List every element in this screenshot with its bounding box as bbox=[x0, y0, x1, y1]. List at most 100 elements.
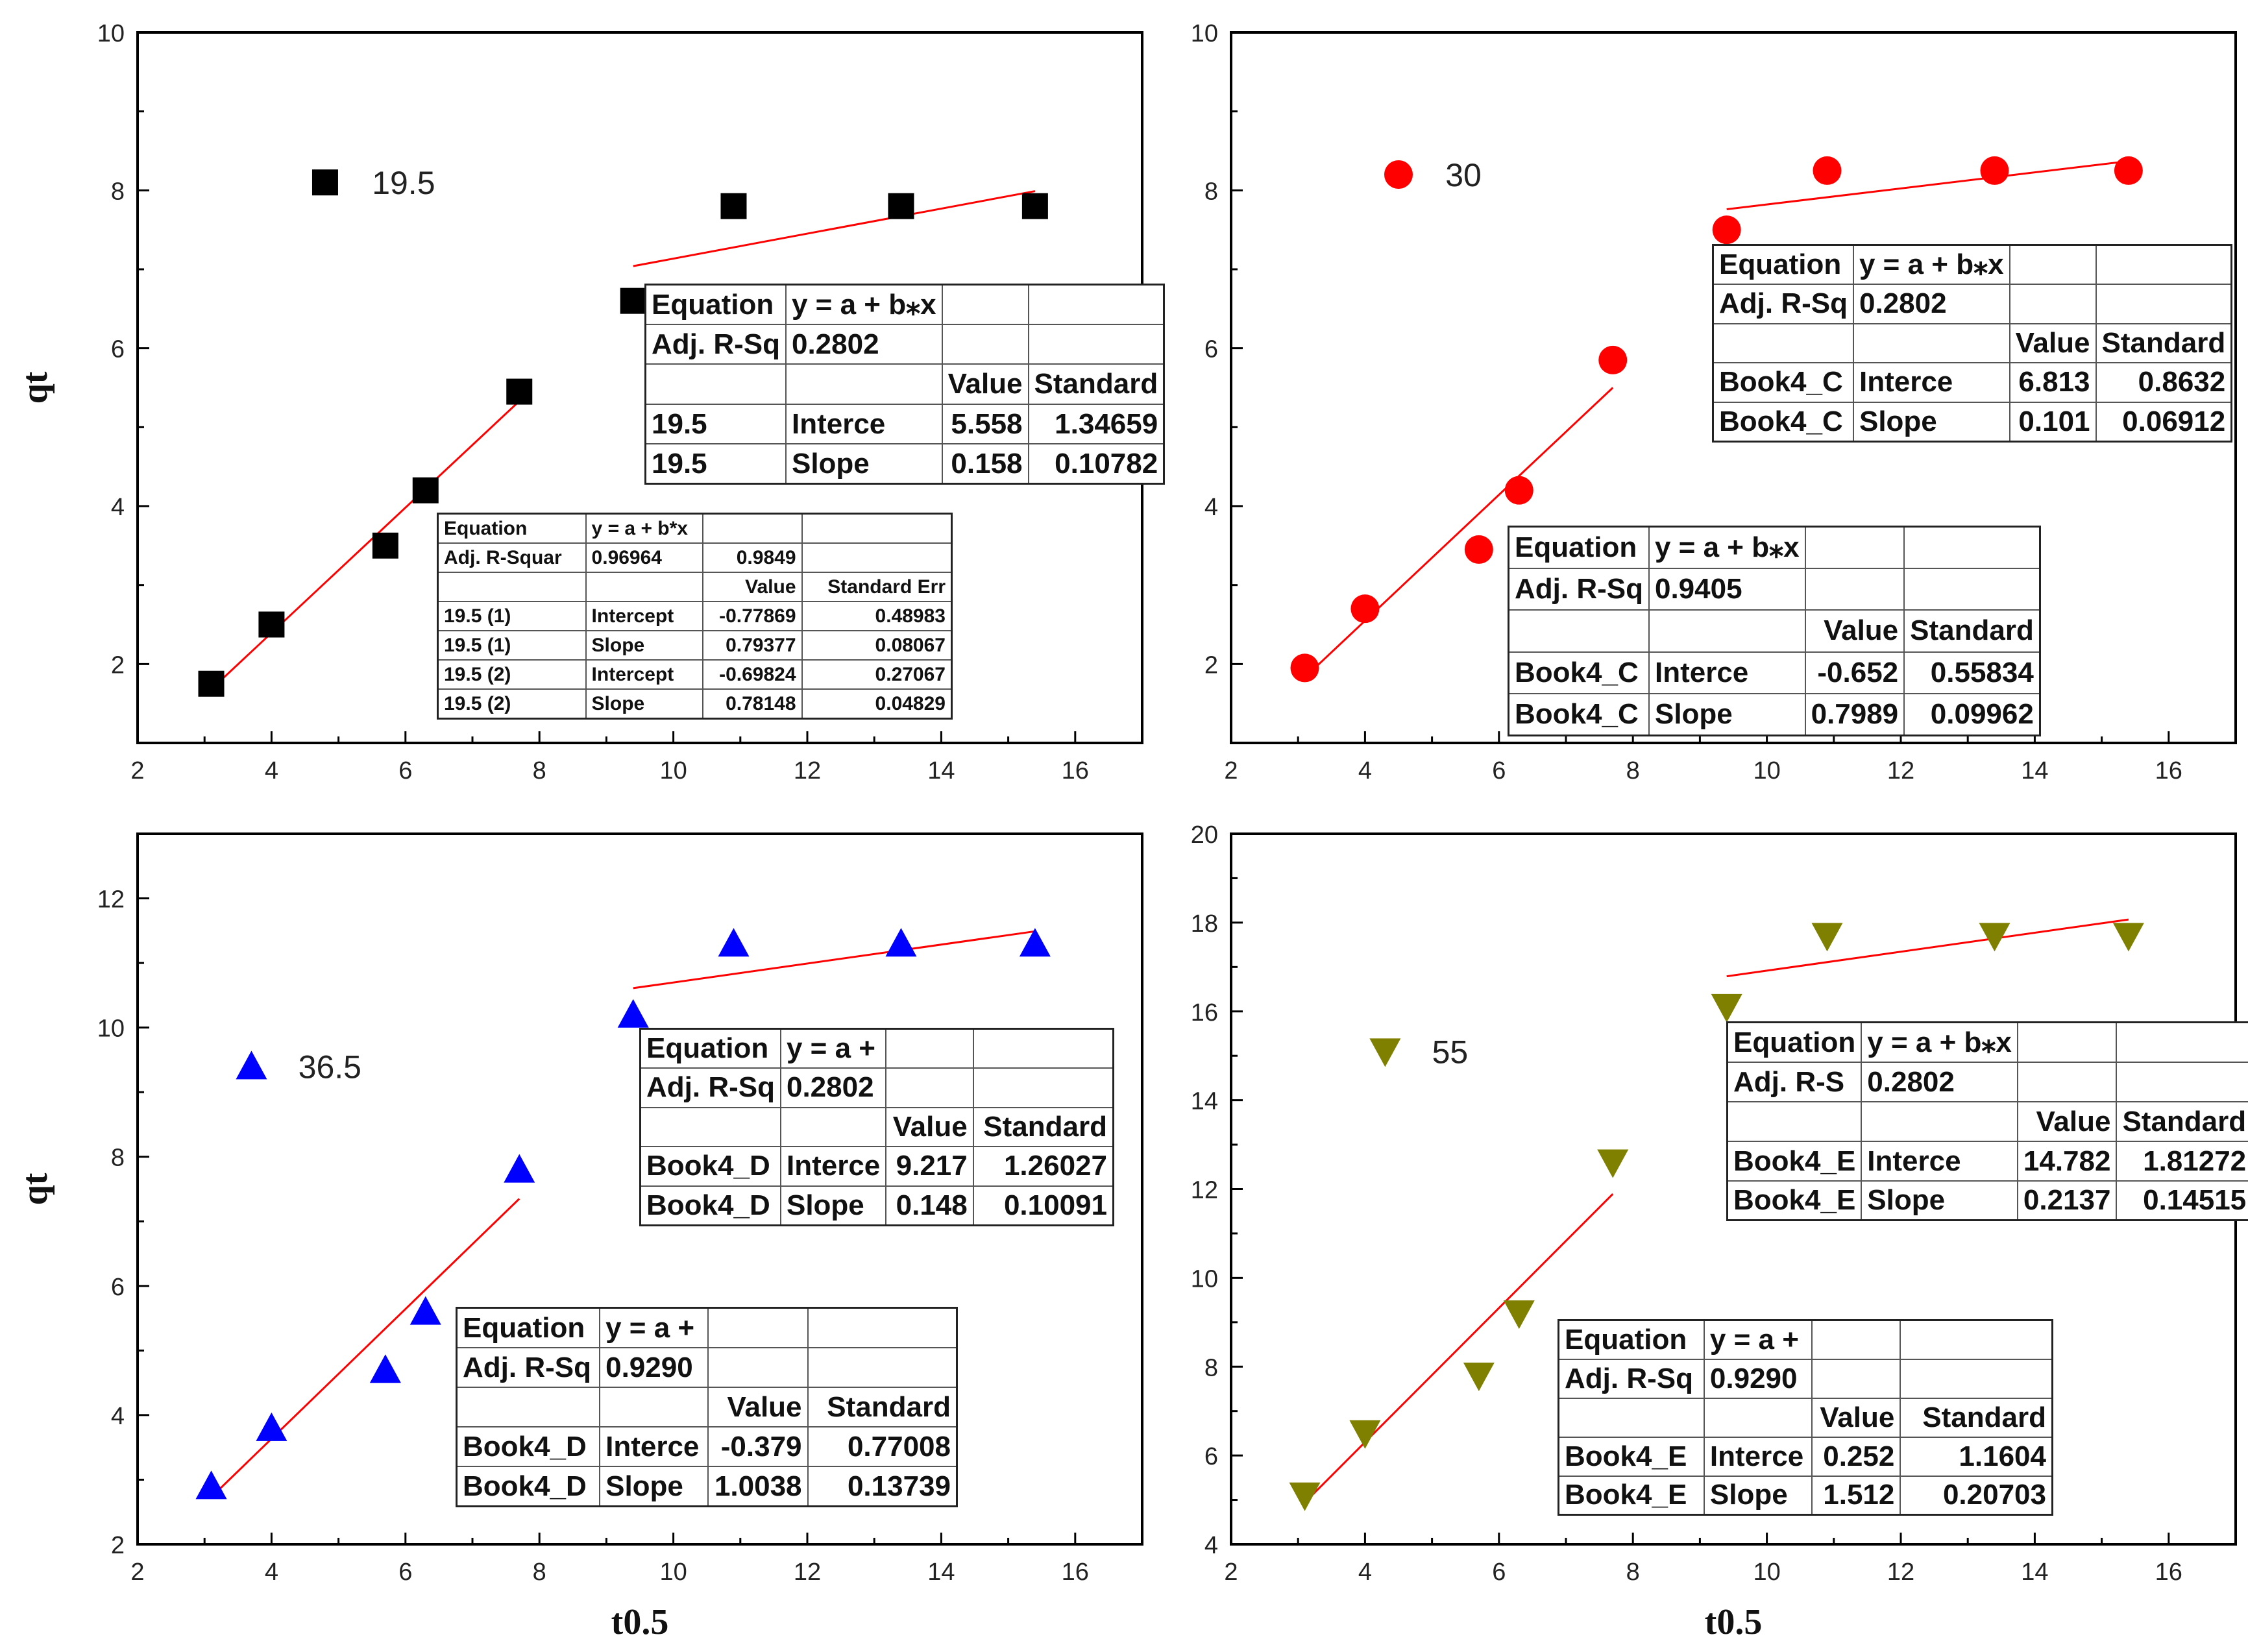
stats-table-row: Equation y = a + b⁎x bbox=[1726, 1021, 2248, 1063]
top-left-y-tick-label: 10 bbox=[97, 20, 125, 47]
stats-table-cell bbox=[807, 1307, 958, 1348]
stats-table-cell: 0.2802 bbox=[1861, 1061, 2018, 1102]
stats-table-cell: 0.10091 bbox=[972, 1185, 1114, 1226]
stats-table-cell: Interce bbox=[785, 403, 943, 445]
stats-table-cell: Value bbox=[702, 571, 803, 602]
stats-table-cell bbox=[1900, 1319, 2053, 1360]
stats-table-cell: 0.7989 bbox=[1804, 693, 1905, 736]
stats-table-cell: Slope bbox=[599, 1466, 709, 1507]
stats-table-row: Book4_C Slope 0.7989 0.09962 bbox=[1508, 693, 2041, 736]
top-right-fit-line-2 bbox=[1726, 160, 2129, 211]
stats-table-row: Adj. R-Sq 0.9290 bbox=[1558, 1358, 2053, 1399]
bottom-left-y-tick-label: 8 bbox=[111, 1145, 125, 1172]
bottom-left-x-tick-label: 6 bbox=[398, 1559, 412, 1586]
stats-table-cell: 0.14515 bbox=[2116, 1180, 2248, 1221]
stats-table-cell: Slope bbox=[779, 1185, 887, 1226]
stats-table-cell bbox=[1852, 322, 2010, 364]
stats-table-cell: 0.252 bbox=[1811, 1436, 1901, 1477]
stats-table-cell: 0.148 bbox=[885, 1185, 974, 1226]
top-right-data-point bbox=[1980, 156, 2009, 185]
bottom-left-y-tick-label: 2 bbox=[111, 1532, 125, 1559]
stats-table-cell: 0.09962 bbox=[1903, 693, 2041, 736]
stats-table-row: 19.5 (2) Slope 0.78148 0.04829 bbox=[437, 688, 953, 720]
top-right-y-tick-label: 2 bbox=[1204, 651, 1218, 679]
stats-table-cell: 19.5 (2) bbox=[437, 659, 587, 690]
stats-table-cell bbox=[644, 363, 787, 405]
stats-table-cell bbox=[801, 513, 953, 544]
bottom-left-stats-table-1: Equation y = a + Adj. R-Sq 0.2802 Value Stand… bbox=[639, 1028, 1114, 1226]
bottom-left-data-point bbox=[617, 999, 649, 1028]
stats-table-cell: Book4_C bbox=[1508, 651, 1650, 695]
stats-table-cell bbox=[2009, 244, 2097, 285]
stats-table-cell: Slope bbox=[1703, 1475, 1813, 1516]
bottom-right-y-tick-label: 12 bbox=[1191, 1177, 1218, 1204]
stats-table-cell: 19.5 (2) bbox=[437, 688, 587, 720]
top-right-x-tick-label: 6 bbox=[1492, 757, 1506, 784]
top-left-fit-line-1 bbox=[210, 400, 520, 690]
top-left-data-point bbox=[258, 611, 285, 638]
stats-table-cell bbox=[456, 1386, 601, 1428]
stats-table-cell bbox=[1712, 322, 1854, 364]
stats-table-cell: -0.379 bbox=[707, 1426, 809, 1468]
top-left-data-point bbox=[720, 193, 747, 219]
stats-table-row: Book4_E Interce 0.252 1.1604 bbox=[1558, 1436, 2053, 1477]
stats-table-cell: 0.8632 bbox=[2095, 362, 2232, 403]
stats-table-cell: y = a + b⁎x bbox=[1861, 1021, 2018, 1063]
bottom-left-x-tick-label: 2 bbox=[130, 1559, 144, 1586]
bottom-right-data-point bbox=[1349, 1420, 1381, 1449]
stats-table-cell bbox=[707, 1346, 809, 1388]
stats-table-cell bbox=[941, 284, 1029, 325]
stats-table-row: 19.5 (1) Intercept -0.77869 0.48983 bbox=[437, 600, 953, 632]
stats-table-cell bbox=[785, 363, 943, 405]
stats-table-cell: y = a + b⁎x bbox=[1852, 244, 2010, 285]
stats-table-cell: 0.77008 bbox=[807, 1426, 958, 1468]
stats-table-cell: Interce bbox=[1852, 362, 2010, 403]
bottom-left-data-point bbox=[409, 1296, 441, 1325]
stats-table-cell bbox=[801, 542, 953, 573]
bottom-right-data-point bbox=[1289, 1482, 1321, 1511]
stats-table-cell bbox=[941, 323, 1029, 365]
top-right-x-tick-label: 14 bbox=[2021, 757, 2048, 784]
stats-table-cell: 0.158 bbox=[941, 443, 1029, 485]
top-right-data-point bbox=[1290, 653, 1319, 683]
bottom-left-y-tick-label: 10 bbox=[97, 1015, 125, 1043]
top-right-y-tick-label: 6 bbox=[1204, 336, 1218, 363]
stats-table-cell: -0.69824 bbox=[702, 659, 803, 690]
bottom-left-data-point bbox=[504, 1154, 535, 1183]
stats-table-cell bbox=[1508, 609, 1650, 653]
stats-table-cell: Value bbox=[1804, 609, 1905, 653]
stats-table-cell: 1.0038 bbox=[707, 1466, 809, 1507]
top-left-fit-line-2 bbox=[633, 190, 1036, 267]
stats-table-cell: 0.2802 bbox=[779, 1067, 887, 1108]
top-left-y-tick-label: 4 bbox=[111, 494, 125, 521]
stats-table-cell: 1.81272 bbox=[2116, 1140, 2248, 1182]
bottom-left-data-point bbox=[369, 1354, 401, 1383]
stats-table-cell: Standard bbox=[2116, 1100, 2248, 1142]
top-right-legend-marker bbox=[1384, 160, 1413, 189]
bottom-left-legend-label: 36.5 bbox=[299, 1049, 361, 1085]
top-left-x-tick-label: 6 bbox=[398, 757, 412, 784]
stats-table-cell: Adj. R-Sq bbox=[1712, 284, 1854, 324]
stats-table-row: Book4_C Interce -0.652 0.55834 bbox=[1508, 651, 2041, 695]
stats-table-cell: y = a + b*x bbox=[585, 513, 704, 544]
top-left-y-axis-title: qt bbox=[15, 371, 55, 404]
stats-table-cell: Adj. R-Sq bbox=[1558, 1358, 1705, 1399]
stats-table-row: 19.5 Slope 0.158 0.10782 bbox=[644, 443, 1165, 485]
bottom-left-y-tick-label: 12 bbox=[97, 886, 125, 914]
stats-table-cell bbox=[599, 1386, 709, 1428]
bottom-right-data-point bbox=[1979, 923, 2010, 952]
top-left-x-tick-label: 12 bbox=[794, 757, 821, 784]
stats-table-row: Book4_E Interce 14.782 1.81272 bbox=[1726, 1140, 2248, 1182]
stats-table-cell bbox=[2116, 1061, 2248, 1102]
stats-table-cell: 14.782 bbox=[2016, 1140, 2118, 1182]
bottom-right-data-point bbox=[1503, 1300, 1535, 1330]
stats-table-cell bbox=[1903, 567, 2041, 611]
bottom-right-data-point bbox=[1711, 993, 1742, 1023]
bottom-right-y-tick-label: 8 bbox=[1204, 1354, 1218, 1381]
stats-table-cell: Intercept bbox=[585, 659, 704, 690]
stats-table-cell bbox=[1558, 1397, 1705, 1438]
stats-table-row: Value Standard bbox=[1726, 1100, 2248, 1142]
top-right-data-point bbox=[1712, 215, 1741, 245]
top-right-data-point bbox=[2114, 156, 2143, 185]
bottom-left-data-point bbox=[195, 1470, 227, 1500]
